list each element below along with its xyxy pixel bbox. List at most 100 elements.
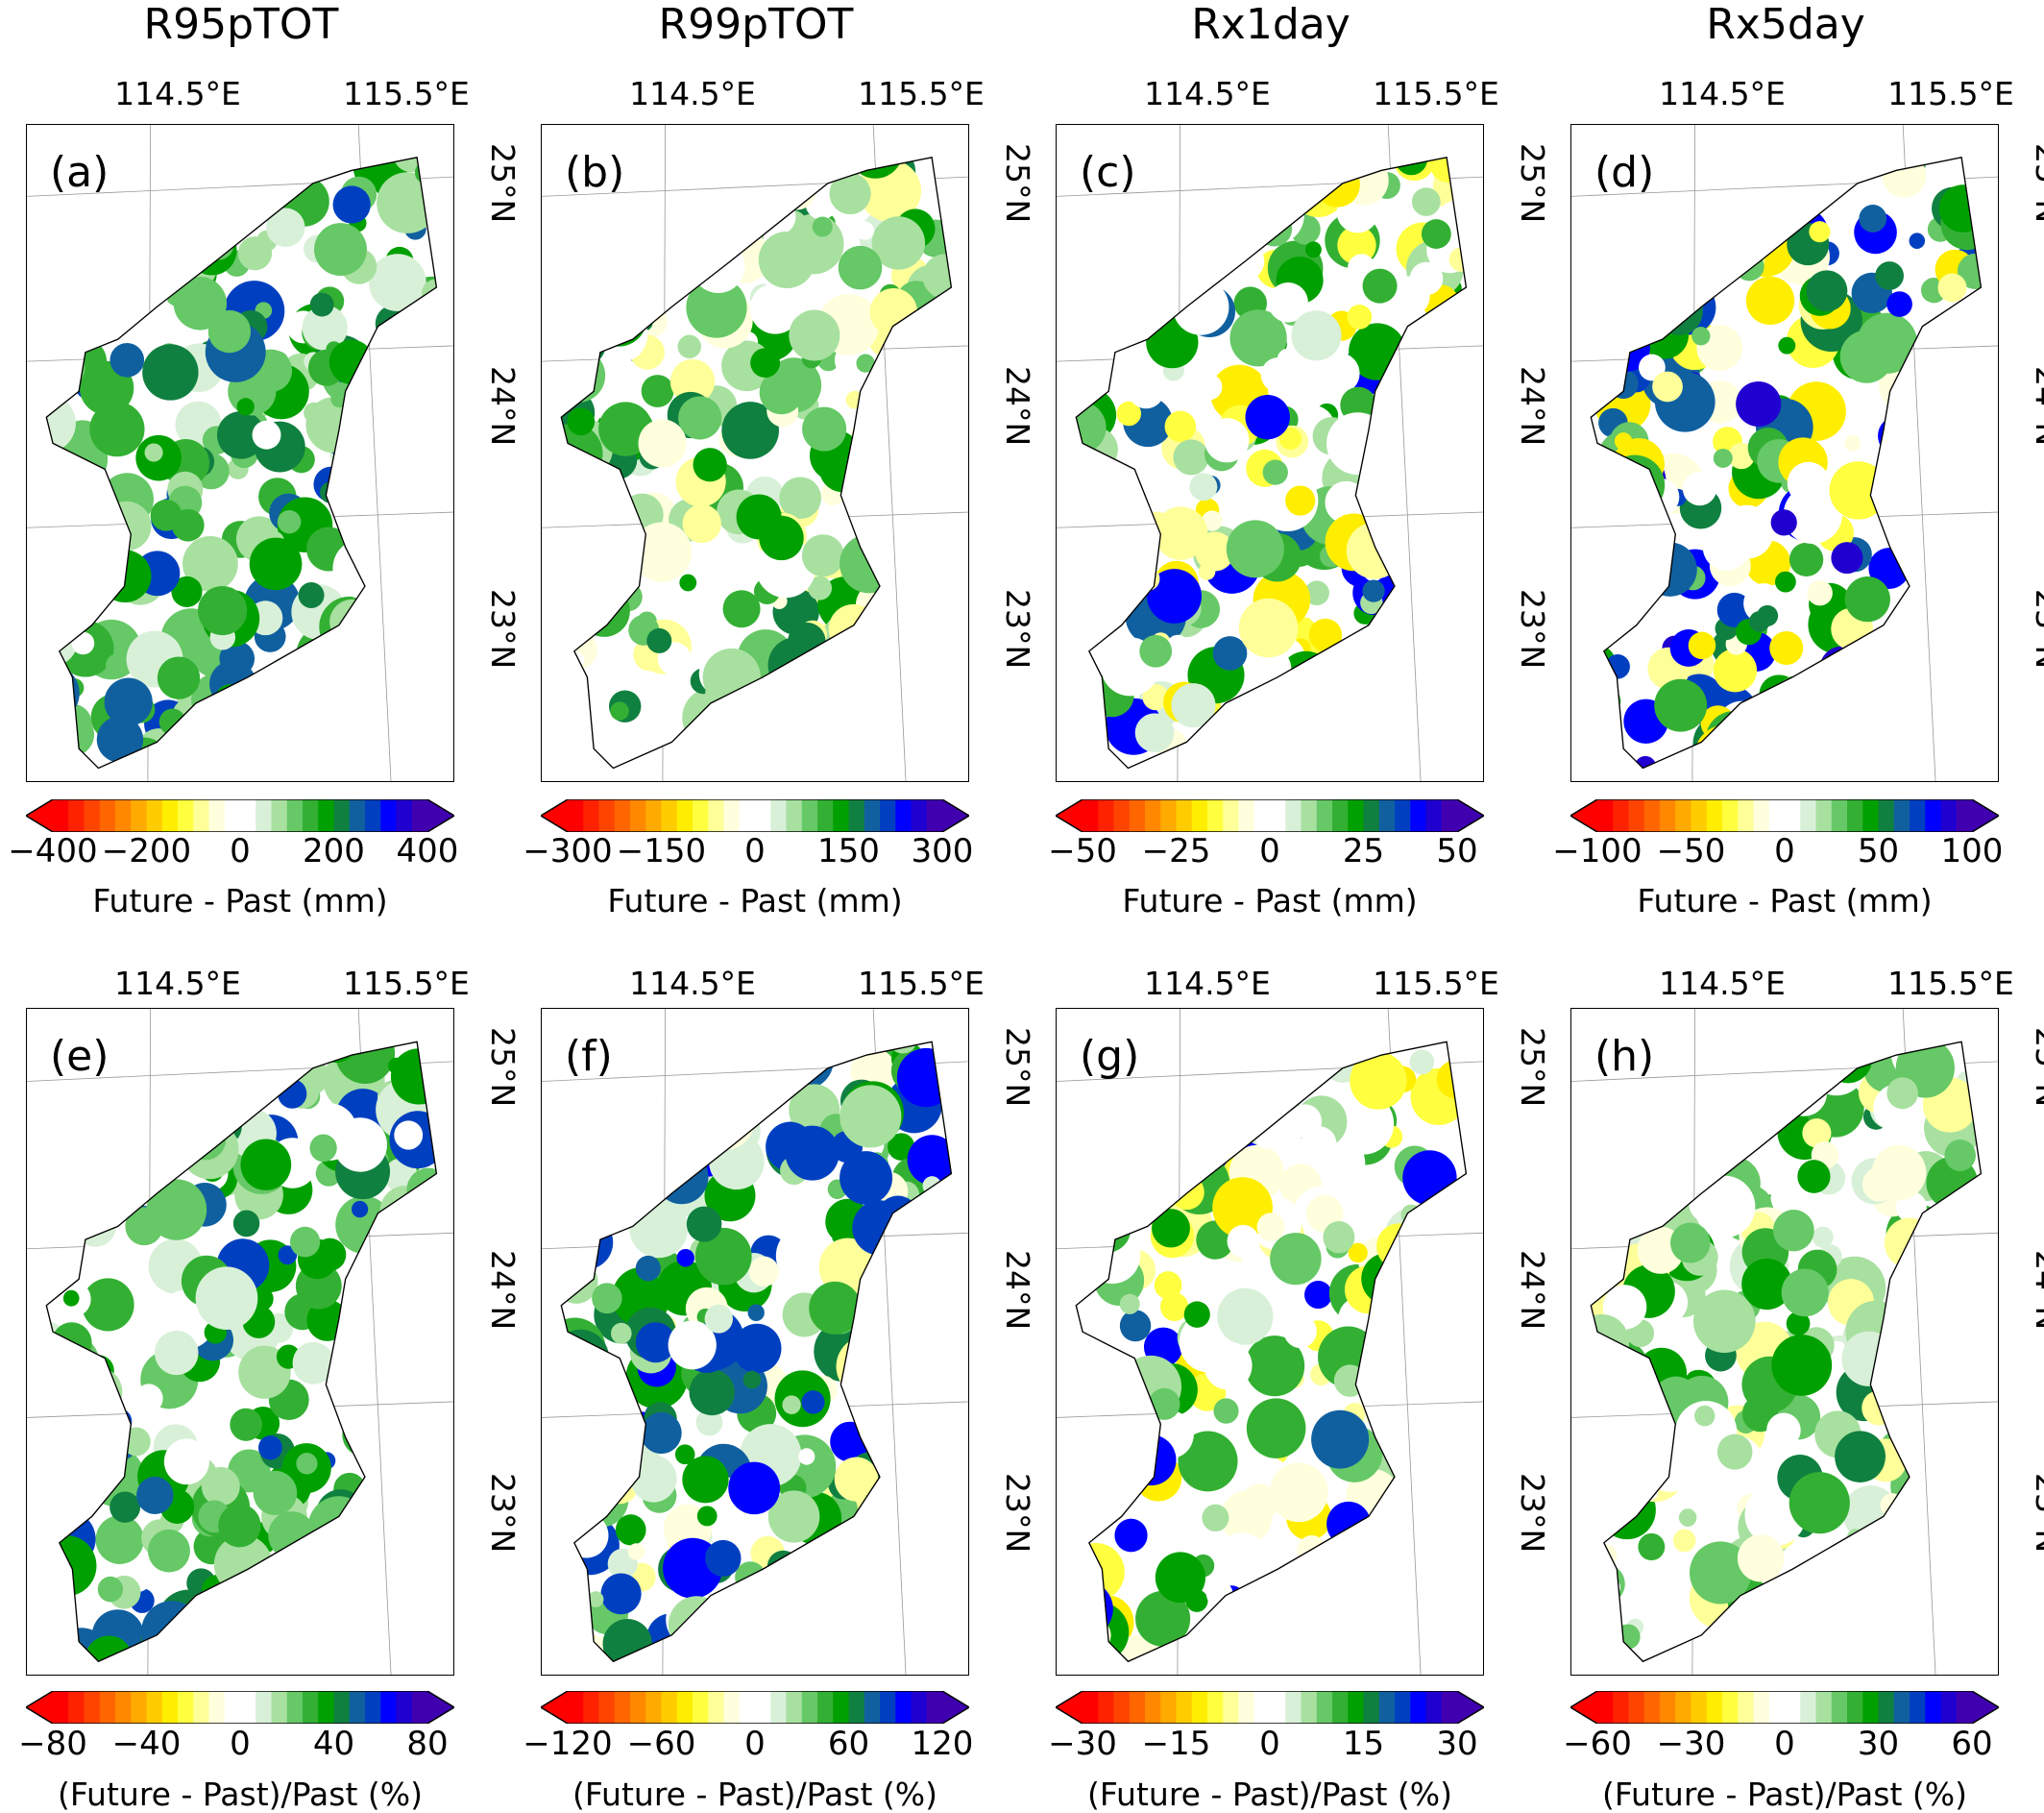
colorbar-bin (178, 1691, 194, 1724)
colorbar-bin (895, 1691, 912, 1724)
contour-patch (1591, 542, 1630, 585)
contour-patch (1737, 1534, 1785, 1582)
contour-patch (85, 548, 125, 586)
contour-patch (1390, 1507, 1427, 1545)
colorbar-extend-high (942, 1691, 969, 1724)
contour-patch (293, 157, 333, 182)
contour-patch (792, 157, 842, 180)
colorbar-bin (53, 1691, 69, 1724)
colorbar-bin (630, 1691, 646, 1724)
contour-patch (1166, 1150, 1194, 1178)
contour-patch (1956, 672, 1982, 722)
column-title: R99pTOT (658, 0, 854, 49)
contour-patch (1719, 504, 1774, 559)
contour-patch (300, 654, 353, 707)
colorbar-extend-high (1457, 799, 1484, 832)
contour-patch (742, 1370, 762, 1389)
lat-label: 23°N (999, 589, 1036, 670)
contour-patch (760, 157, 805, 200)
contour-patch (388, 1057, 405, 1075)
contour-patch (1245, 394, 1290, 440)
contour-patch (1860, 661, 1918, 720)
contour-patch (908, 590, 938, 621)
colorbar-bin (256, 1691, 272, 1724)
contour-patch (1269, 1462, 1328, 1523)
colorbar-bin (161, 799, 179, 832)
contour-patch (1402, 1150, 1457, 1206)
contour-patch (106, 653, 131, 678)
lat-label: 24°N (1514, 366, 1551, 447)
contour-patch (875, 1563, 925, 1614)
contour-patch (1859, 205, 1887, 233)
colorbar-bin (193, 799, 209, 832)
contour-patch (1407, 1234, 1444, 1269)
colorbar-bin (131, 1691, 147, 1724)
contour-patch (1085, 1152, 1132, 1199)
contour-patch (369, 254, 426, 311)
contour-patch (1688, 631, 1716, 660)
contour-patch (887, 711, 939, 763)
contour-patch (1414, 1360, 1467, 1415)
lat-label: 23°N (2029, 589, 2044, 670)
contour-patch (197, 585, 248, 636)
colorbar-tick-label: 30 (1857, 1725, 1900, 1763)
contour-patch (1957, 551, 1980, 575)
contour-patch (1103, 1203, 1125, 1225)
colorbar-bin (396, 1691, 413, 1724)
contour-patch (416, 1297, 437, 1336)
contour-patch (923, 1351, 943, 1371)
contour-patch (686, 213, 712, 239)
contour-patch (1446, 363, 1463, 380)
contour-patch (334, 1041, 396, 1084)
contour-patch (1941, 1353, 1982, 1415)
contour-patch (1783, 688, 1826, 731)
contour-patch (187, 712, 221, 745)
contour-patch (1679, 1655, 1704, 1662)
contour-patch (1829, 461, 1887, 520)
contour-patch (1076, 1458, 1110, 1511)
contour-patch (350, 621, 374, 645)
lat-label: 24°N (2029, 1250, 2044, 1331)
contour-patch (1886, 1077, 1918, 1110)
colorbar-bin (365, 799, 381, 832)
contour-patch (390, 535, 416, 561)
contour-patch (74, 1204, 117, 1247)
contour-patch (758, 231, 815, 289)
contour-patch (829, 172, 871, 215)
contour-patch (678, 396, 722, 440)
contour-patch (604, 254, 643, 293)
contour-patch (1196, 374, 1223, 401)
lat-label: 25°N (2029, 143, 2044, 224)
colorbar-bin (146, 799, 163, 832)
contour-patch (1261, 157, 1297, 180)
lon-label: 115.5°E (343, 965, 470, 1002)
contour-patch (886, 1601, 927, 1643)
contour-patch (1591, 447, 1611, 472)
contour-patch (564, 476, 581, 493)
colorbar (26, 1691, 454, 1724)
contour-patch (1809, 710, 1867, 769)
contour-patch (1844, 434, 1862, 452)
contour-patch (1376, 716, 1414, 753)
contour-patch (1244, 184, 1304, 245)
contour-patch (248, 1612, 303, 1662)
colorbar (1056, 799, 1484, 832)
contour-patch (107, 1409, 133, 1434)
contour-patch (1705, 711, 1763, 769)
colorbar-bin (1348, 1691, 1364, 1724)
contour-patch (1183, 1301, 1210, 1328)
colorbar-extend-low (541, 1691, 568, 1724)
contour-patch (1642, 542, 1697, 597)
contour-patch (789, 309, 840, 361)
contour-patch (1362, 579, 1385, 602)
contour-patch (1913, 604, 1957, 648)
colorbar-bin (286, 1691, 304, 1724)
contour-patch (696, 1506, 718, 1527)
contour-patch (571, 1215, 595, 1239)
contour-patch (704, 1304, 734, 1334)
contour-patch (1893, 469, 1928, 503)
contour-patch (400, 452, 437, 513)
contour-patch (1447, 678, 1464, 695)
contour-patch (1107, 1188, 1143, 1224)
contour-patch (1395, 157, 1428, 176)
